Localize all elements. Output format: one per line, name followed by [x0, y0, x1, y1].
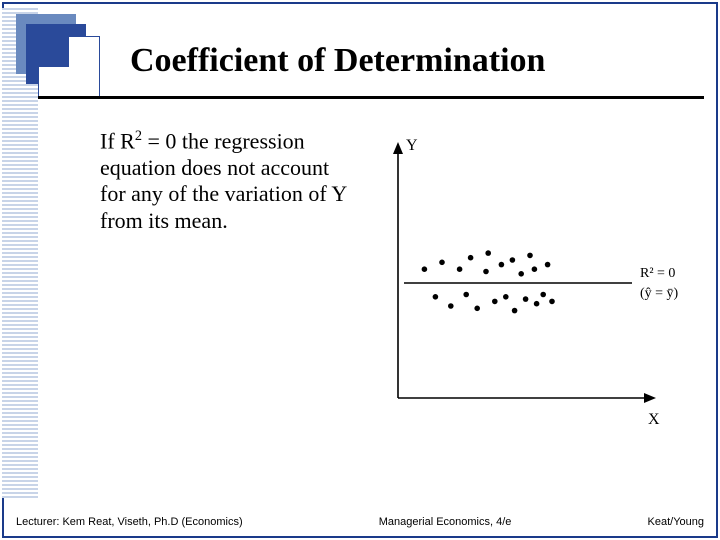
- logo-group: [16, 14, 102, 100]
- scatter-chart: Y X R² = 0 (ŷ = ȳ): [370, 118, 690, 438]
- body-paragraph: If R2 = 0 the regression equation does n…: [100, 128, 360, 234]
- svg-text:(ŷ = ȳ): (ŷ = ȳ): [640, 286, 679, 301]
- title-underline: [38, 96, 704, 99]
- footer-right: Keat/Young: [648, 516, 704, 528]
- svg-text:X: X: [648, 411, 660, 428]
- footer-left: Lecturer: Kem Reat, Viseth, Ph.D (Econom…: [16, 516, 243, 528]
- footer-center: Managerial Economics, 4/e: [379, 516, 512, 528]
- slide-title: Coefficient of Determination: [130, 42, 545, 80]
- svg-text:R² = 0: R² = 0: [640, 266, 675, 281]
- footer: Lecturer: Kem Reat, Viseth, Ph.D (Econom…: [16, 516, 704, 528]
- scatter-svg: Y X R² = 0 (ŷ = ȳ): [370, 118, 690, 438]
- logo-square-front: [38, 36, 100, 98]
- svg-text:Y: Y: [406, 137, 418, 154]
- logo-square-inner: [39, 37, 69, 67]
